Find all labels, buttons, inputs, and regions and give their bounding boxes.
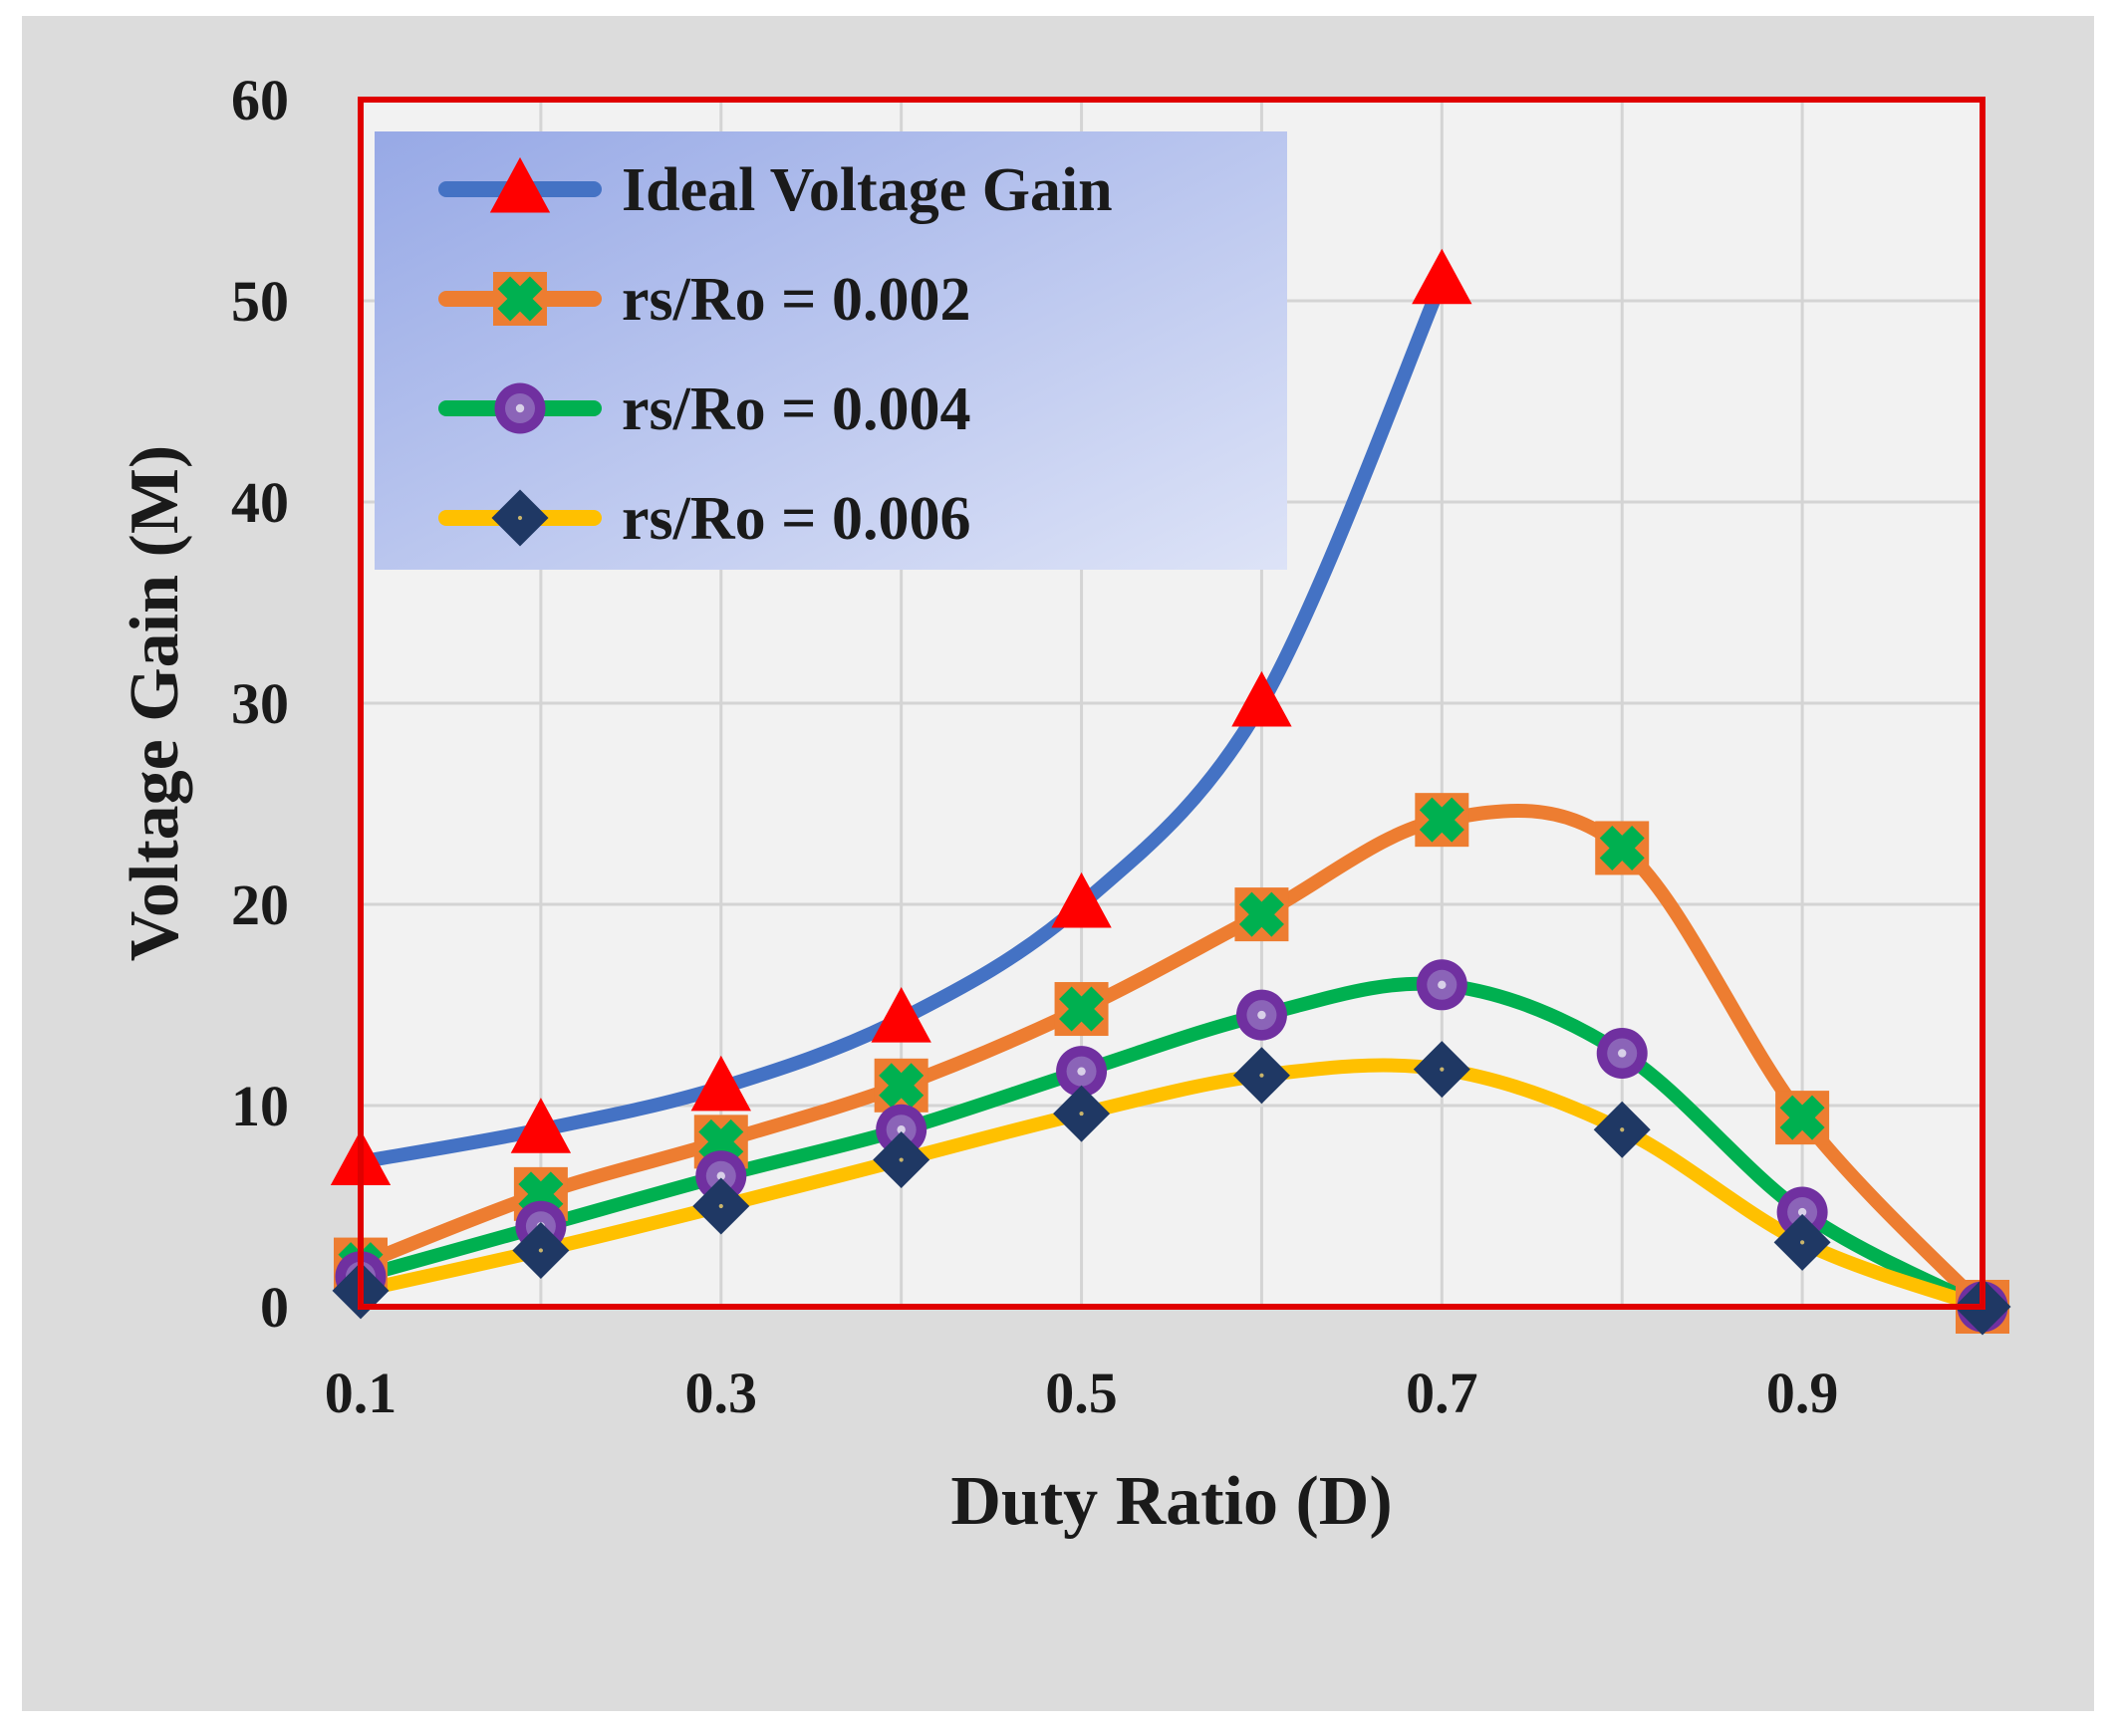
data-point-series-3 bbox=[695, 1150, 747, 1202]
data-point-series-2 bbox=[1234, 887, 1289, 942]
legend-entries: Ideal Voltage Gain rs/Ro = 0.002 rs/Ro = 0… bbox=[438, 156, 1113, 553]
y-axis-title: Voltage Gain (M) bbox=[117, 445, 193, 961]
data-point-series-3 bbox=[1596, 1027, 1648, 1079]
data-point-series-2 bbox=[1775, 1091, 1830, 1145]
data-point-series-3 bbox=[1056, 1046, 1108, 1098]
y-tick-label: 0 bbox=[260, 1275, 289, 1340]
y-axis-ticks: 0 10 20 30 40 50 60 bbox=[231, 68, 289, 1340]
data-point-series-4 bbox=[512, 1221, 570, 1279]
x-axis-title: Duty Ratio (D) bbox=[950, 1463, 1392, 1540]
x-tick-label: 0.9 bbox=[1766, 1361, 1839, 1425]
data-point-series-3 bbox=[1776, 1186, 1828, 1238]
legend-marker bbox=[494, 382, 546, 434]
legend-marker bbox=[493, 272, 547, 326]
data-point-series-1 bbox=[1412, 248, 1472, 305]
y-tick-label: 30 bbox=[231, 671, 289, 736]
series-line-2 bbox=[354, 803, 1989, 1314]
data-point-series-3 bbox=[1235, 989, 1287, 1041]
y-tick-label: 60 bbox=[231, 68, 289, 132]
y-tick-label: 10 bbox=[231, 1074, 289, 1138]
y-tick-label: 40 bbox=[231, 470, 289, 535]
legend-marker bbox=[489, 156, 551, 213]
series-line-3 bbox=[354, 976, 1989, 1314]
x-tick-label: 0.5 bbox=[1045, 1361, 1118, 1425]
data-point-series-4 bbox=[1232, 1047, 1290, 1105]
data-point-series-1 bbox=[1231, 670, 1292, 727]
data-point-series-4 bbox=[873, 1131, 930, 1189]
data-point-series-2 bbox=[1054, 982, 1109, 1037]
x-axis-ticks: 0.1 0.3 0.5 0.7 0.9 bbox=[325, 1361, 1839, 1425]
series-line-4 bbox=[354, 1058, 1989, 1314]
data-point-series-2 bbox=[1415, 793, 1469, 848]
legend-label: rs/Ro = 0.006 bbox=[622, 485, 970, 553]
data-point-series-3 bbox=[1416, 959, 1467, 1011]
y-tick-label: 20 bbox=[231, 872, 289, 937]
legend-label: Ideal Voltage Gain bbox=[622, 156, 1113, 224]
legend-label: rs/Ro = 0.002 bbox=[622, 266, 970, 334]
legend: Ideal Voltage Gain rs/Ro = 0.002 rs/Ro = 0… bbox=[375, 131, 1287, 570]
legend-label: rs/Ro = 0.004 bbox=[622, 375, 970, 443]
data-point-series-2 bbox=[874, 1058, 928, 1113]
data-point-series-4 bbox=[1773, 1213, 1831, 1271]
data-point-series-2 bbox=[1595, 821, 1650, 875]
legend-marker bbox=[491, 489, 549, 547]
data-point-series-1 bbox=[510, 1098, 572, 1153]
x-tick-label: 0.1 bbox=[325, 1361, 397, 1425]
data-point-series-1 bbox=[1051, 871, 1112, 928]
data-point-series-4 bbox=[1593, 1101, 1651, 1158]
data-point-series-4 bbox=[692, 1177, 750, 1235]
y-tick-label: 50 bbox=[231, 269, 289, 334]
data-point-series-4 bbox=[1053, 1085, 1111, 1142]
plot-border bbox=[358, 97, 1985, 1310]
x-tick-label: 0.3 bbox=[685, 1361, 758, 1425]
x-tick-label: 0.7 bbox=[1406, 1361, 1478, 1425]
data-point-series-4 bbox=[1413, 1041, 1470, 1099]
data-point-series-1 bbox=[871, 987, 931, 1043]
data-point-series-1 bbox=[690, 1055, 751, 1112]
data-point-series-3 bbox=[876, 1104, 927, 1155]
